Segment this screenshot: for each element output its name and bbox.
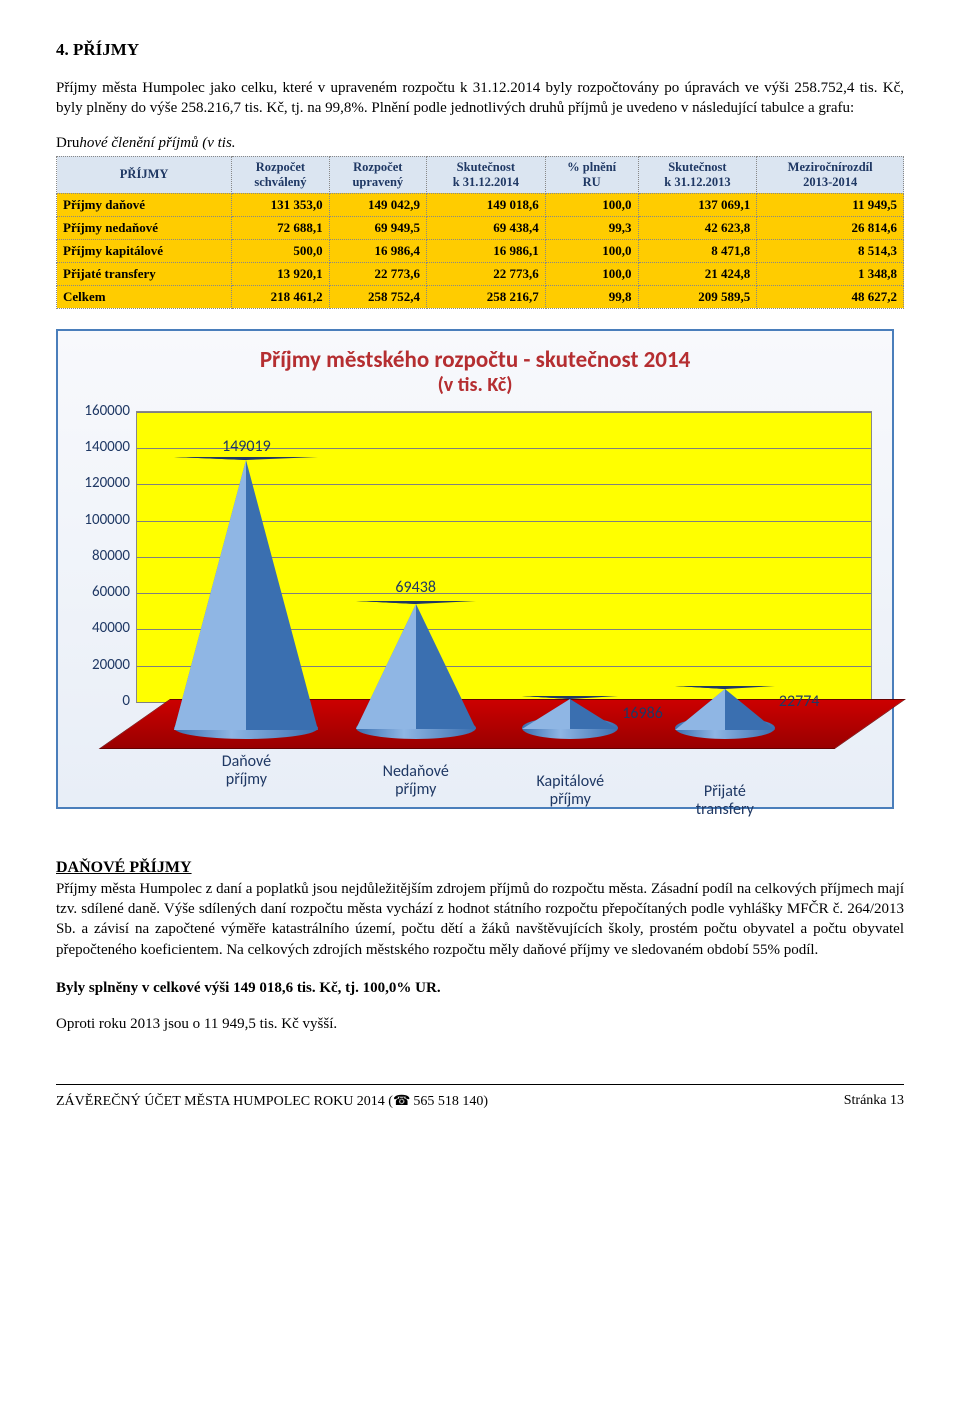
row-label: Přijaté transfery [57, 262, 232, 285]
table-row: Příjmy nedaňové72 688,169 949,569 438,49… [57, 216, 904, 239]
cell: 1 348,8 [757, 262, 904, 285]
cell: 72 688,1 [232, 216, 329, 239]
y-axis-label: 100000 [70, 511, 130, 529]
phone-icon [393, 1094, 413, 1109]
row-label: Celkem [57, 285, 232, 308]
y-axis-label: 40000 [70, 619, 130, 637]
category-label: Přijatétransfery [665, 783, 785, 818]
cell: 16 986,4 [329, 239, 426, 262]
row-label: Příjmy nedaňové [57, 216, 232, 239]
cell: 11 949,5 [757, 193, 904, 216]
y-axis-label: 120000 [70, 474, 130, 492]
row-label: Příjmy daňové [57, 193, 232, 216]
cell: 100,0 [545, 239, 638, 262]
y-axis-label: 20000 [70, 656, 130, 674]
y-axis-label: 80000 [70, 547, 130, 565]
cone-highlight [675, 686, 725, 730]
footer-phone-number: 565 518 140) [413, 1094, 488, 1109]
cell: 149 018,6 [426, 193, 545, 216]
comparison-line: Oproti roku 2013 jsou o 11 949,5 tis. Kč… [56, 1014, 904, 1034]
cell: 8 514,3 [757, 239, 904, 262]
value-label: 22774 [779, 692, 820, 711]
cell: 26 814,6 [757, 216, 904, 239]
cell: 218 461,2 [232, 285, 329, 308]
y-axis-label: 140000 [70, 438, 130, 456]
cone-highlight [174, 457, 246, 730]
chart-plot-area: 0200004000060000800001000001200001400001… [136, 411, 872, 801]
chart-title: Příjmy městského rozpočtu - skutečnost 2… [68, 347, 882, 373]
category-label: Daňovépříjmy [186, 753, 306, 788]
cell: 22 773,6 [329, 262, 426, 285]
th-col: Skutečnostk 31.12.2014 [426, 156, 545, 193]
subsection-heading: DAŇOVÉ PŘÍJMY [56, 859, 904, 877]
category-label: Nedaňovépříjmy [356, 763, 476, 798]
value-label: 16986 [622, 704, 663, 723]
table-row: Příjmy daňové131 353,0149 042,9149 018,6… [57, 193, 904, 216]
caption-prefix: Dru [56, 135, 79, 151]
th-col: Meziročnírozdíl2013-2014 [757, 156, 904, 193]
cell: 209 589,5 [638, 285, 757, 308]
table-row: Přijaté transfery13 920,122 773,622 773,… [57, 262, 904, 285]
table-caption: Druhové členění příjmů (v tis. [56, 135, 904, 152]
footer-left: ZÁVĚREČNÝ ÚČET MĚSTA HUMPOLEC ROKU 2014 … [56, 1093, 488, 1110]
subsection-paragraph: Příjmy města Humpolec z daní a poplatků … [56, 879, 904, 960]
cell: 21 424,8 [638, 262, 757, 285]
bold-summary-line: Byly splněny v celkové výši 149 018,6 ti… [56, 978, 904, 998]
chart-subtitle: (v tis. Kč) [68, 373, 882, 397]
cell: 99,8 [545, 285, 638, 308]
cell: 8 471,8 [638, 239, 757, 262]
th-col: Skutečnostk 31.12.2013 [638, 156, 757, 193]
cell: 100,0 [545, 262, 638, 285]
cell: 13 920,1 [232, 262, 329, 285]
table-row: Celkem218 461,2258 752,4258 216,799,8209… [57, 285, 904, 308]
cell: 100,0 [545, 193, 638, 216]
intro-paragraph: Příjmy města Humpolec jako celku, které … [56, 78, 904, 119]
th-rowheader: PŘÍJMY [57, 156, 232, 193]
cell: 69 438,4 [426, 216, 545, 239]
cell: 99,3 [545, 216, 638, 239]
cell: 16 986,1 [426, 239, 545, 262]
section-title: 4. PŘÍJMY [56, 40, 904, 60]
footer-page-number: Stránka 13 [844, 1093, 904, 1110]
cell: 258 752,4 [329, 285, 426, 308]
cell: 137 069,1 [638, 193, 757, 216]
th-col: % plněníRU [545, 156, 638, 193]
cell: 69 949,5 [329, 216, 426, 239]
value-label: 149019 [222, 437, 271, 456]
table-row: Příjmy kapitálové500,016 986,416 986,110… [57, 239, 904, 262]
cell: 131 353,0 [232, 193, 329, 216]
cell: 258 216,7 [426, 285, 545, 308]
page-footer: ZÁVĚREČNÝ ÚČET MĚSTA HUMPOLEC ROKU 2014 … [56, 1093, 904, 1110]
y-axis-label: 160000 [70, 402, 130, 420]
footer-rule [56, 1084, 904, 1085]
chart-frame: Příjmy městského rozpočtu - skutečnost 2… [56, 329, 894, 809]
caption-italic: hové členění příjmů (v tis. [79, 135, 235, 151]
th-col: Rozpočetschválený [232, 156, 329, 193]
footer-left-text: ZÁVĚREČNÝ ÚČET MĚSTA HUMPOLEC ROKU 2014 … [56, 1094, 393, 1109]
cell: 42 623,8 [638, 216, 757, 239]
cell: 48 627,2 [757, 285, 904, 308]
cone-highlight [522, 696, 570, 729]
income-table: PŘÍJMYRozpočetschválenýRozpočetupravenýS… [56, 156, 904, 309]
th-col: Rozpočetupravený [329, 156, 426, 193]
value-label: 69438 [395, 578, 436, 597]
row-label: Příjmy kapitálové [57, 239, 232, 262]
y-axis-label: 0 [70, 692, 130, 710]
gridline [137, 412, 871, 413]
cell: 149 042,9 [329, 193, 426, 216]
y-axis-label: 60000 [70, 583, 130, 601]
cell: 500,0 [232, 239, 329, 262]
cell: 22 773,6 [426, 262, 545, 285]
cone-highlight [356, 601, 416, 729]
category-label: Kapitálovépříjmy [510, 773, 630, 808]
